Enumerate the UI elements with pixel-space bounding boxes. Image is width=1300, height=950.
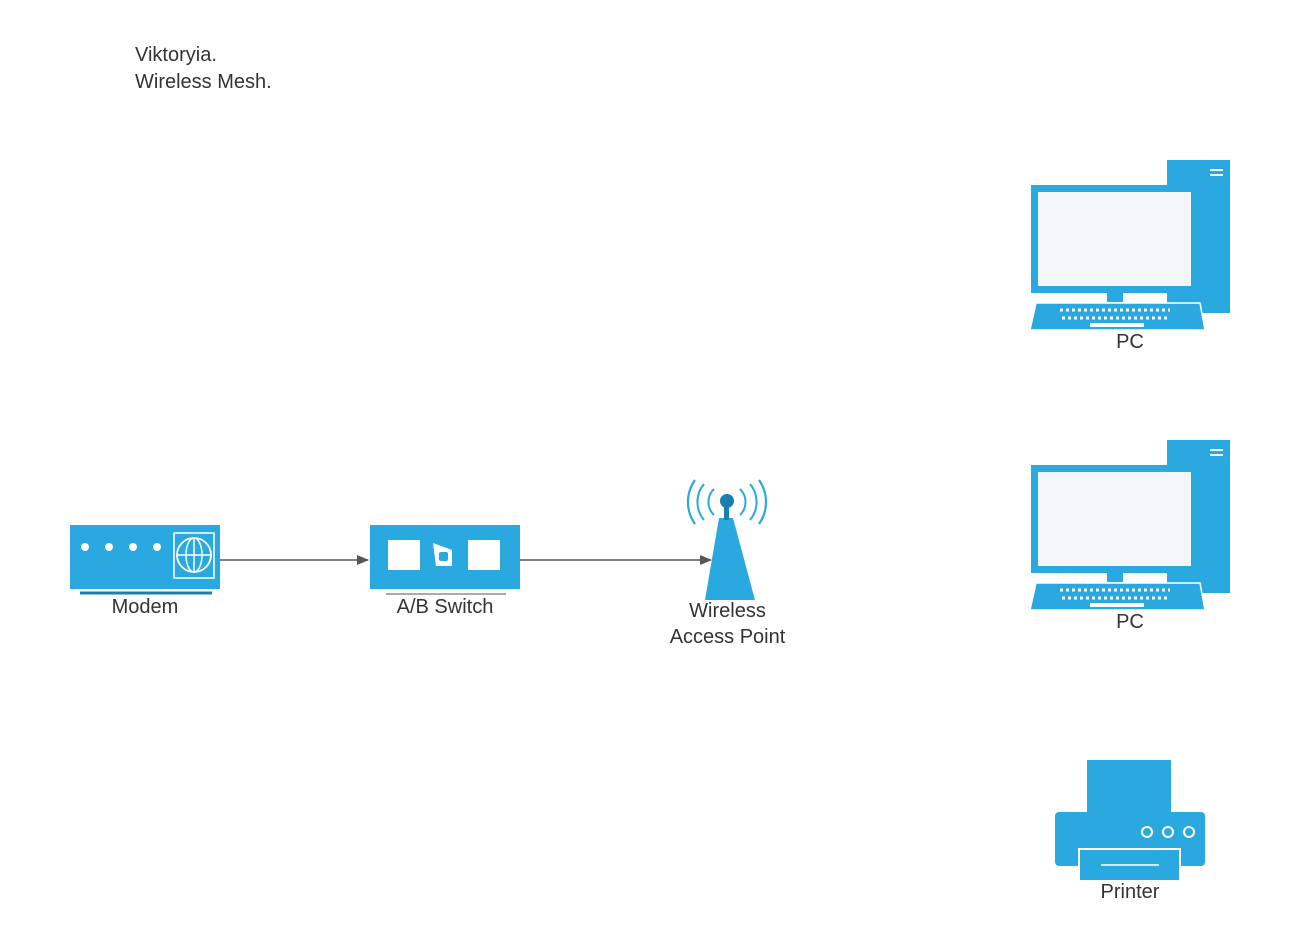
wireless-access-point-icon[interactable] (686, 479, 768, 600)
title-line-1: Viktoryia. (135, 44, 217, 66)
title-line-2: Wireless Mesh. (135, 71, 272, 93)
modem-icon[interactable] (70, 525, 220, 595)
pc-2-label: PC (1116, 611, 1144, 633)
desktop-pc-icon[interactable] (1029, 160, 1230, 331)
ab-switch-icon[interactable] (370, 525, 520, 595)
pc-1-label: PC (1116, 331, 1144, 353)
desktop-pc-icon[interactable] (1029, 440, 1230, 611)
ab-switch-label: A/B Switch (396, 596, 494, 618)
wap-label-line-2: Access Point (669, 626, 786, 648)
printer-icon[interactable] (1055, 760, 1205, 882)
wap-label-line-1: Wireless (689, 600, 766, 622)
wap-label: Wireless Access Point (640, 598, 815, 650)
modem-label: Modem (111, 596, 179, 618)
printer-label: Printer (1100, 881, 1160, 903)
diagram-title: Viktoryia. Wireless Mesh. (135, 42, 272, 96)
